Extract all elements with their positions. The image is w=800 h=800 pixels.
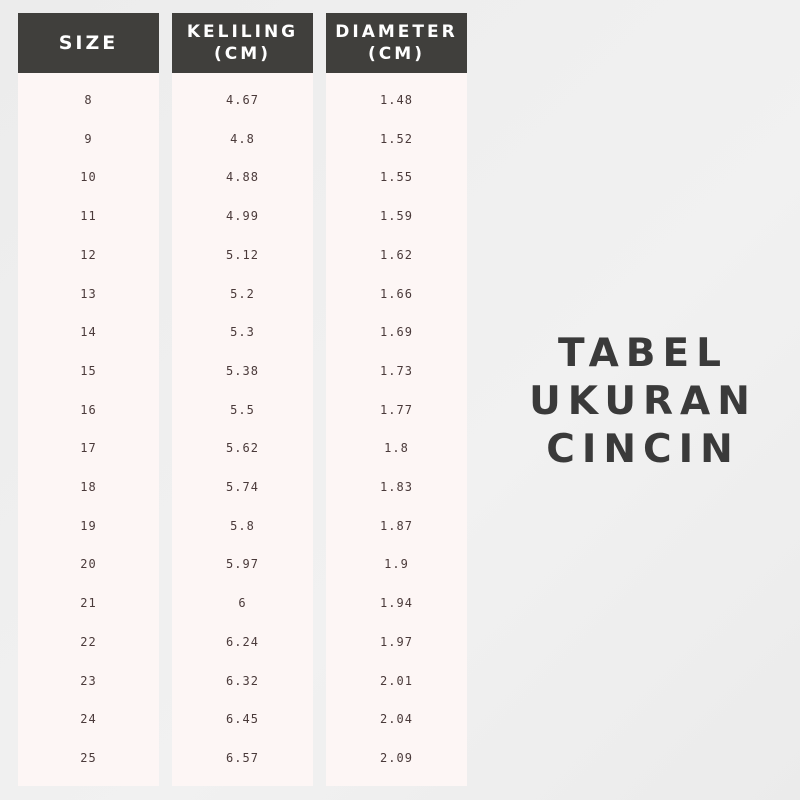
table-cell: 20 (80, 557, 97, 572)
table-cell: 1.66 (380, 286, 413, 301)
table-cell: 5.3 (230, 325, 255, 340)
column-keliling: KELILING (CM) 4.67 4.8 4.88 4.99 5.12 5.2 5.3 5… (172, 13, 313, 786)
table-cell: 6.24 (226, 634, 259, 649)
header-size: SIZE (18, 13, 159, 73)
header-keliling: KELILING (CM) (172, 13, 313, 73)
table-cell: 4.67 (226, 93, 259, 107)
header-line: KELILING (186, 22, 299, 42)
table-cell: 15 (80, 363, 97, 378)
table-cell: 5.12 (226, 247, 259, 262)
table-cell: 1.52 (380, 131, 413, 146)
column-size: SIZE 8 9 10 11 12 13 14 15 16 17 18 19 20 21 22 23 24 25 (18, 13, 159, 786)
table-cell: 23 (80, 673, 97, 688)
table-cell: 6.57 (226, 750, 259, 765)
header-unit: (CM) (214, 44, 271, 64)
table-cell: 22 (80, 634, 97, 649)
table-cell: 6.45 (226, 712, 259, 727)
table-cell: 6 (238, 596, 247, 611)
table-cell: 4.88 (226, 170, 259, 185)
table-cell: 5.97 (226, 557, 259, 572)
table-cell: 14 (80, 325, 97, 340)
table-cell: 17 (80, 441, 97, 456)
table-cell: 1.48 (380, 93, 413, 107)
table-cell: 5.2 (230, 286, 255, 301)
table-cell: 13 (80, 286, 97, 301)
table-cell: 6.32 (226, 673, 259, 688)
column-diameter: DIAMETER (CM) 1.48 1.52 1.55 1.59 1.62 1.66 1.… (326, 13, 467, 786)
title-line: TABEL (558, 331, 728, 376)
table-cell: 18 (80, 480, 97, 494)
table-cell: 5.62 (226, 441, 259, 456)
table-cell: 16 (80, 402, 97, 417)
table-cell: 5.74 (226, 480, 259, 494)
table-cell: 1.87 (380, 518, 413, 533)
header-line: SIZE (58, 32, 119, 54)
table-cell: 5.8 (230, 518, 255, 533)
table-cell: 2.04 (380, 712, 413, 727)
header-line: DIAMETER (335, 22, 458, 42)
table-cell: 1.77 (380, 402, 413, 417)
table-cell: 5.5 (230, 402, 255, 417)
table-cell: 1.62 (380, 247, 413, 262)
header-diameter: DIAMETER (CM) (326, 13, 467, 73)
page-title: TABEL UKURAN CINCIN (520, 330, 766, 474)
table-cell: 21 (80, 596, 97, 611)
table-cell: 2.09 (380, 750, 413, 765)
table-cell: 24 (80, 712, 97, 727)
table-cell: 4.99 (226, 209, 259, 224)
table-cell: 5.38 (226, 363, 259, 378)
table-cell: 10 (80, 170, 97, 185)
table-cell: 1.9 (384, 557, 409, 572)
table-cell: 12 (80, 247, 97, 262)
table-cell: 1.55 (380, 170, 413, 185)
title-line: CINCIN (546, 427, 740, 472)
table-cell: 11 (80, 209, 97, 224)
title-line: UKURAN (529, 379, 757, 424)
table-cell: 1.8 (384, 441, 409, 456)
table-cell: 1.83 (380, 480, 413, 494)
header-unit: (CM) (368, 44, 425, 64)
table-cell: 1.73 (380, 363, 413, 378)
table-cell: 2.01 (380, 673, 413, 688)
table-cell: 19 (80, 518, 97, 533)
table-cell: 1.97 (380, 634, 413, 649)
table-cell: 8 (84, 93, 93, 107)
table-cell: 4.8 (230, 131, 255, 146)
table-cell: 25 (80, 750, 97, 765)
table-cell: 1.59 (380, 209, 413, 224)
table-cell: 1.69 (380, 325, 413, 340)
table-cell: 9 (84, 131, 93, 146)
table-cell: 1.94 (380, 596, 413, 611)
